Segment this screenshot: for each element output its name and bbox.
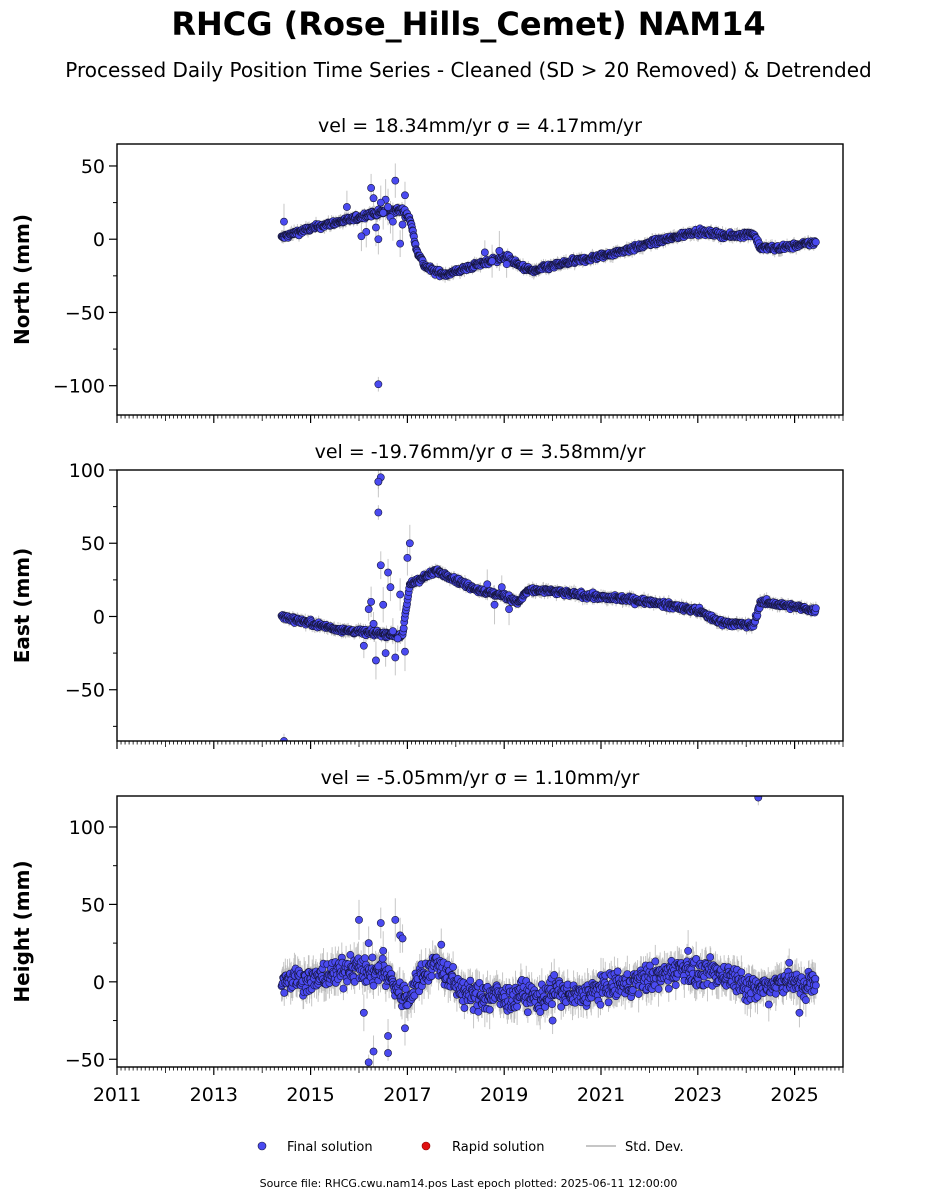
y-tick-label: 50 — [81, 156, 105, 178]
data-point — [386, 583, 395, 592]
data-point — [342, 203, 351, 211]
x-tick-label: 2019 — [480, 1084, 528, 1106]
data-point — [364, 605, 373, 614]
y-tick-label: 50 — [81, 533, 105, 555]
plot-frame — [116, 469, 844, 742]
subplot-north: vel = 18.34mm/yr σ = 4.17mm/yr North (mm)… — [10, 115, 844, 423]
data-point — [384, 568, 392, 577]
data-point — [362, 227, 371, 236]
x-tick-label: 2013 — [190, 1084, 238, 1106]
data-point — [403, 553, 412, 562]
y-tick-label: 50 — [81, 894, 105, 916]
data-point — [372, 223, 380, 232]
data-point — [396, 239, 405, 248]
subplot-panels: vel = 18.34mm/yr σ = 4.17mm/yr North (mm)… — [10, 115, 844, 1106]
y-tick-label: −50 — [65, 680, 105, 702]
data-point — [401, 191, 409, 200]
x-tick-label: 2011 — [93, 1084, 141, 1106]
y-axis-label: North (mm) — [10, 214, 34, 345]
data-point — [388, 627, 397, 636]
series-final-solution — [277, 470, 820, 741]
data-point — [405, 539, 414, 548]
data-point — [398, 220, 407, 229]
data-point — [393, 634, 402, 643]
data-point — [505, 605, 513, 614]
y-tick-label: −50 — [65, 1049, 105, 1071]
series-final-solution — [277, 796, 820, 1067]
panel-title: vel = 18.34mm/yr σ = 4.17mm/yr — [318, 115, 642, 137]
y-tick-label: −100 — [53, 376, 105, 398]
panel-title: vel = -19.76mm/yr σ = 3.58mm/yr — [315, 441, 646, 463]
data-point — [376, 198, 385, 207]
data-point — [391, 653, 400, 662]
data-point — [391, 176, 400, 185]
subplot-height: vel = -5.05mm/yr σ = 1.10mm/yr Height (mm… — [10, 767, 844, 1106]
subplot-east: vel = -19.76mm/yr σ = 3.58mm/yr East (mm)… — [10, 441, 844, 749]
y-axis-label: East (mm) — [10, 548, 34, 664]
data-point — [396, 590, 405, 599]
y-tick-label: 100 — [69, 460, 105, 482]
data-point — [388, 217, 397, 226]
data-point — [376, 561, 385, 570]
y-tick-label: 0 — [93, 229, 105, 251]
data-point — [280, 217, 288, 226]
y-tick-label: −50 — [65, 302, 105, 324]
y-tick-label: 100 — [69, 817, 105, 839]
data-point — [480, 248, 489, 257]
data-point — [483, 580, 492, 589]
data-point — [374, 477, 383, 486]
data-point — [490, 600, 499, 609]
panel-title: vel = -5.05mm/yr σ = 1.10mm/yr — [321, 767, 640, 789]
plot-frame — [116, 143, 844, 416]
data-point — [381, 649, 390, 658]
data-point — [359, 641, 368, 650]
data-point — [369, 619, 378, 628]
data-point — [495, 247, 504, 255]
chart-title: RHCG (Rose_Hills_Cemet) NAM14 — [171, 5, 766, 43]
data-point — [357, 232, 366, 241]
chart-subtitle: Processed Daily Position Time Series - C… — [65, 58, 872, 82]
y-axis-label: Height (mm) — [10, 860, 34, 1002]
data-point — [811, 238, 820, 247]
data-point — [379, 208, 388, 217]
y-tick-label: 0 — [93, 972, 105, 994]
data-point — [369, 194, 378, 203]
data-point — [488, 257, 496, 266]
y-tick-label: 0 — [93, 606, 105, 628]
series-final-solution — [277, 163, 820, 392]
x-tick-label: 2021 — [577, 1084, 625, 1106]
data-point — [401, 647, 409, 656]
x-tick-label: 2015 — [286, 1084, 334, 1106]
data-point — [384, 203, 392, 211]
data-point — [367, 184, 375, 192]
data-point — [372, 656, 380, 665]
data-point — [374, 508, 383, 517]
data-point — [280, 737, 288, 741]
data-point — [811, 604, 820, 613]
data-point — [374, 380, 383, 389]
data-point — [374, 235, 383, 244]
x-tick-label: 2023 — [674, 1084, 722, 1106]
data-point — [497, 583, 506, 592]
data-point — [379, 600, 388, 609]
data-point — [502, 260, 511, 269]
x-tick-label: 2025 — [770, 1084, 818, 1106]
x-tick-label: 2017 — [383, 1084, 431, 1106]
data-point — [367, 597, 375, 606]
